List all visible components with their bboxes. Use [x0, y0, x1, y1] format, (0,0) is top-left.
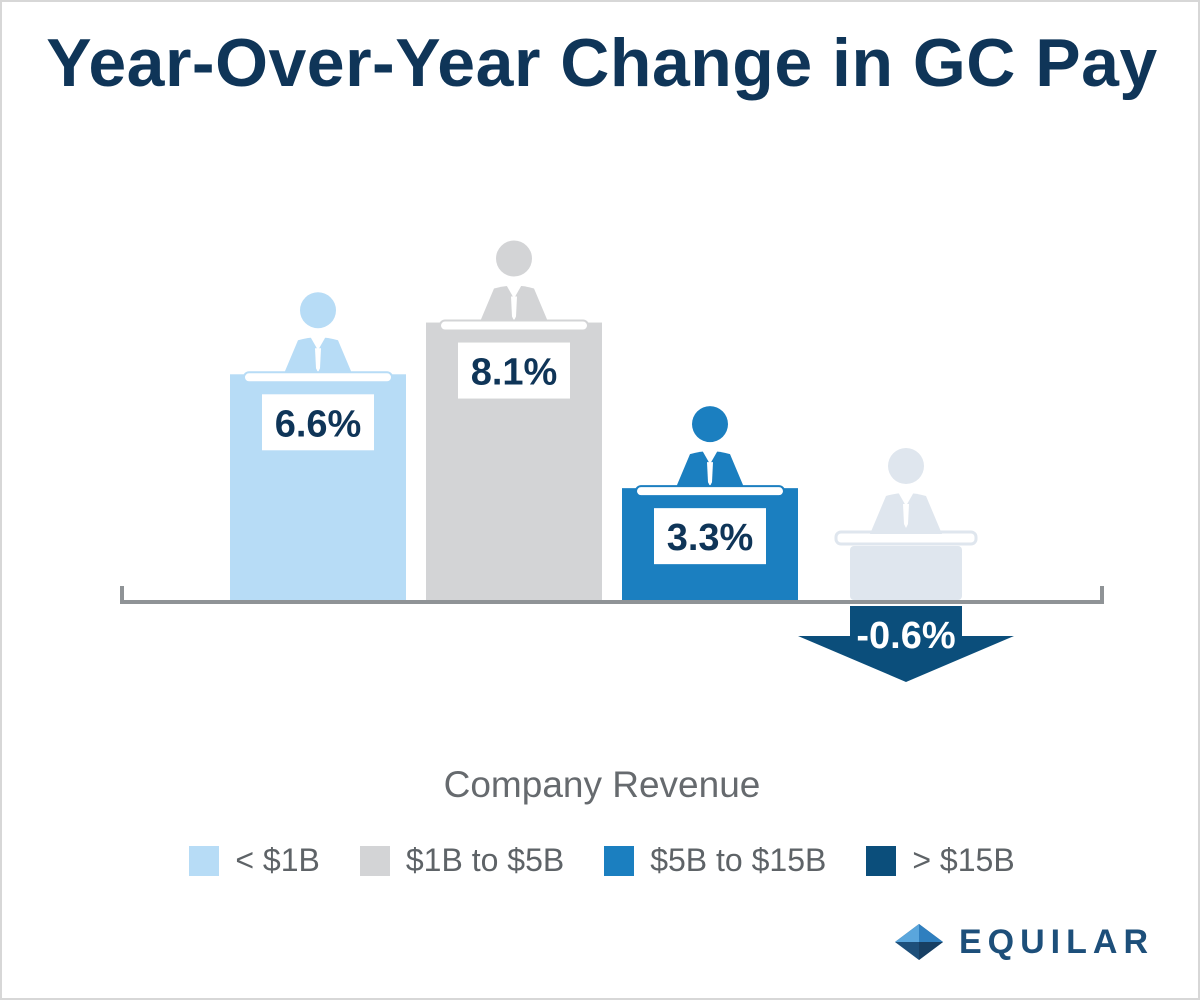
podium-ledge-1	[439, 319, 589, 332]
podium-person-icon-2	[674, 406, 746, 493]
legend-label-5b-15b: $5B to $15B	[650, 842, 827, 878]
brand-logo: EQUILAR	[893, 922, 1154, 962]
person-head-0	[300, 292, 336, 329]
person-head-1	[496, 240, 532, 277]
brand-name: EQUILAR	[959, 922, 1154, 961]
legend-item-over-15b: > $15B	[866, 842, 1015, 879]
x-axis-line	[120, 586, 1104, 604]
person-collar-1	[506, 284, 522, 299]
person-tie-1	[511, 296, 517, 321]
podium-person-icon-3	[870, 448, 942, 534]
person-collar-2	[702, 450, 718, 465]
podium-ledge-0	[243, 371, 393, 384]
legend-label-over-15b: > $15B	[912, 842, 1015, 878]
person-collar-0	[310, 336, 326, 351]
legend: < $1B $1B to $5B $5B to $15B > $15B	[2, 842, 1200, 879]
chart-title: Year-Over-Year Change in GC Pay	[46, 25, 1158, 101]
legend-item-5b-15b: $5B to $15B	[604, 842, 826, 879]
person-tie-3	[903, 504, 909, 528]
value-label-box-0	[262, 394, 374, 451]
bar-3	[798, 606, 1014, 682]
person-head-3	[888, 448, 924, 484]
legend-label-under-1b: < $1B	[235, 842, 320, 878]
podium-ledge-2	[635, 485, 785, 498]
value-label-1: 8.1%	[471, 352, 558, 394]
value-label-0: 6.6%	[275, 403, 362, 445]
person-head-2	[692, 406, 728, 443]
person-collar-3	[898, 492, 914, 506]
value-label-box-2	[654, 508, 766, 565]
legend-swatch-under-1b	[189, 845, 220, 876]
person-tie-2	[707, 462, 713, 487]
value-label-3: -0.6%	[856, 615, 955, 657]
legend-item-under-1b: < $1B	[189, 842, 320, 879]
podium-faded-3	[850, 546, 962, 600]
legend-swatch-5b-15b	[604, 845, 635, 876]
podium-person-icon-0	[282, 292, 354, 379]
legend-swatch-over-15b	[866, 845, 897, 876]
person-tie-0	[315, 348, 321, 373]
legend-swatch-1b-5b	[359, 845, 390, 876]
legend-label-1b-5b: $1B to $5B	[405, 842, 565, 878]
equilar-diamond-icon	[895, 924, 943, 960]
legend-item-1b-5b: $1B to $5B	[359, 842, 565, 879]
bar-chart: 6.6% 8.1% 3.3% -0.6%	[120, 240, 1104, 682]
value-label-2: 3.3%	[667, 517, 754, 559]
value-label-box-1	[458, 342, 570, 399]
podium-person-icon-1	[478, 240, 550, 327]
x-axis-label: Company Revenue	[443, 764, 761, 805]
